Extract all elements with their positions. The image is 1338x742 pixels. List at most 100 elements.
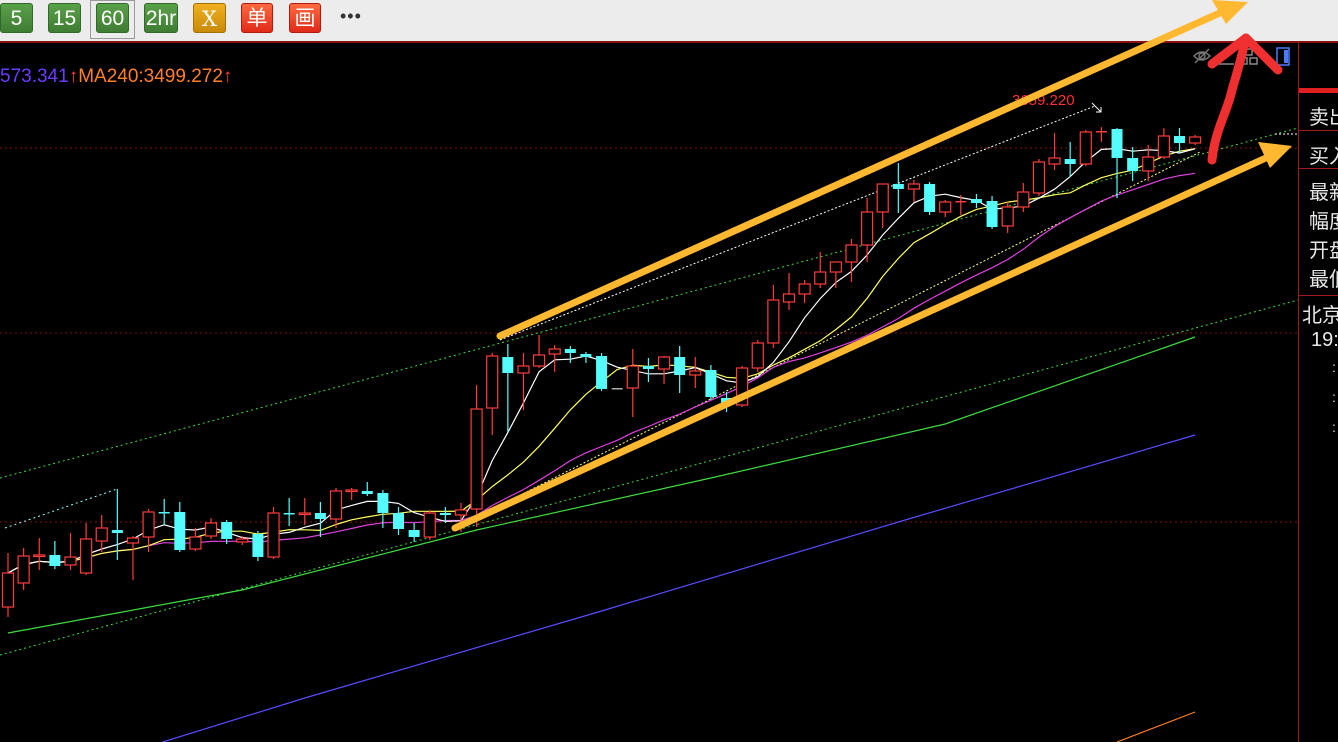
- candle: [329, 488, 343, 528]
- candle: [892, 163, 904, 213]
- candle-body: [1189, 136, 1202, 144]
- candle: [829, 261, 842, 288]
- candle: [1095, 127, 1107, 142]
- candle-body: [736, 367, 749, 406]
- candle-body: [486, 355, 499, 409]
- candle-body: [408, 530, 420, 537]
- candle: [439, 507, 451, 523]
- candle-body: [502, 357, 514, 373]
- candle-body: [1111, 129, 1123, 158]
- draw-button[interactable]: 画: [289, 3, 321, 33]
- candle: [907, 180, 921, 202]
- ma-legend: 573.341↑MA240:3499.272↑: [0, 66, 232, 88]
- candle: [142, 509, 155, 552]
- candle-body: [642, 366, 654, 369]
- layout-icon[interactable]: [1239, 48, 1258, 65]
- x-button[interactable]: X: [193, 3, 226, 33]
- high-price-label: 3659.220: [1012, 92, 1075, 109]
- order-button[interactable]: 单: [241, 3, 273, 33]
- divider: [1299, 130, 1338, 131]
- candle-body: [1001, 206, 1014, 227]
- candle: [986, 196, 998, 229]
- channel-line-upper-green[interactable]: [0, 127, 1298, 479]
- ma240-value: MA240:3499.272: [78, 66, 223, 87]
- candle-body: [377, 493, 389, 513]
- time-separator: :: [1332, 389, 1336, 405]
- candle-body: [517, 365, 530, 374]
- candle: [548, 345, 561, 372]
- candle-body: [283, 513, 295, 515]
- divider: [1299, 168, 1338, 169]
- draw-line-icon[interactable]: [1217, 49, 1234, 65]
- candle: [532, 335, 546, 368]
- candle: [314, 502, 326, 537]
- candle-body: [829, 261, 842, 273]
- region-label: 北京: [1302, 303, 1338, 327]
- ma240-up-arrow: ↑: [222, 66, 233, 87]
- candle-body: [892, 184, 904, 189]
- buy-label[interactable]: 买入: [1309, 144, 1338, 168]
- candle-body: [845, 244, 858, 263]
- candle-body: [580, 354, 592, 357]
- candle-body: [876, 183, 889, 213]
- candle-body: [439, 513, 451, 515]
- candle-body: [298, 512, 311, 516]
- period-60-button[interactable]: 60: [96, 3, 129, 33]
- candle: [33, 538, 46, 570]
- candle: [689, 357, 702, 388]
- candle-body: [814, 271, 827, 285]
- stat-change: 幅度: [1309, 209, 1338, 233]
- channel-line-lower-green[interactable]: [0, 299, 1298, 656]
- candle: [204, 518, 218, 539]
- period-2hr-button[interactable]: 2hr: [144, 3, 178, 33]
- candle-body: [548, 348, 561, 355]
- candle-body: [689, 370, 702, 376]
- candle: [189, 528, 202, 551]
- candle: [1001, 202, 1014, 233]
- candle: [876, 183, 889, 228]
- ma240-line: [1116, 711, 1196, 742]
- candle: [596, 353, 608, 391]
- candle-body: [79, 538, 93, 574]
- sell-label[interactable]: 卖出: [1309, 105, 1338, 129]
- candle-body: [95, 527, 108, 542]
- period-5-button[interactable]: 5: [0, 3, 33, 33]
- candle-body: [1064, 159, 1076, 164]
- eye-icon[interactable]: [1192, 48, 1212, 64]
- candle: [252, 531, 264, 561]
- candle: [17, 548, 30, 590]
- stat-latest: 最新: [1309, 180, 1338, 204]
- candle-body: [126, 537, 140, 544]
- candle: [1174, 128, 1185, 153]
- candle: [49, 541, 61, 569]
- candle-body: [111, 530, 123, 533]
- candle-body: [142, 511, 155, 538]
- candle-body: [158, 512, 170, 514]
- candle: [361, 482, 373, 496]
- candle: [1064, 142, 1076, 177]
- more-button[interactable]: •••: [340, 6, 362, 26]
- candle: [345, 488, 358, 500]
- panel-toggle-icon[interactable]: [1276, 47, 1290, 66]
- high-marker: [1091, 102, 1102, 113]
- candle: [736, 366, 749, 407]
- candle-body: [939, 201, 952, 213]
- candle: [502, 344, 514, 432]
- candle-body: [267, 512, 280, 558]
- candle: [236, 536, 249, 545]
- candle-body: [907, 183, 921, 190]
- candle-body: [174, 512, 186, 550]
- candle: [1017, 183, 1030, 212]
- candle: [611, 388, 623, 390]
- candle-body: [361, 491, 373, 494]
- ma120-line: [162, 434, 1196, 742]
- candle-body: [798, 283, 811, 295]
- candle: [970, 194, 982, 208]
- candle-body: [189, 536, 202, 550]
- candle-body: [423, 512, 436, 538]
- period-15-button[interactable]: 15: [48, 3, 81, 33]
- candle-body: [1017, 191, 1030, 208]
- divider: [1299, 295, 1338, 296]
- candle: [393, 507, 404, 535]
- candle: [1032, 159, 1046, 196]
